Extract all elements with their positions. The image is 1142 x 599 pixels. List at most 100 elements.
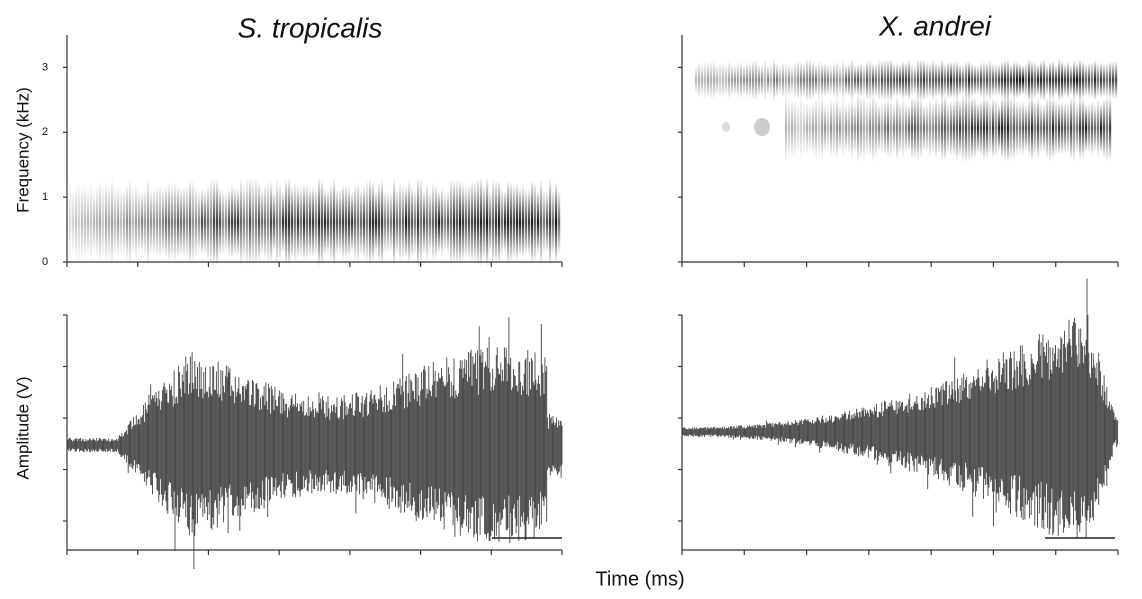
spectral-band <box>219 187 222 257</box>
spectral-band <box>875 63 878 97</box>
spectral-band <box>558 190 561 254</box>
spectral-band <box>1076 103 1079 153</box>
spectral-band <box>851 59 854 101</box>
spectral-band <box>887 98 890 158</box>
spectral-band <box>1040 103 1043 153</box>
spectral-band <box>839 65 842 95</box>
spectral-band <box>884 100 887 156</box>
spectral-band <box>276 178 279 266</box>
spectral-band <box>540 178 543 266</box>
spectral-band <box>75 184 78 260</box>
spectral-band <box>312 185 315 259</box>
panel-title: X. andrei <box>878 10 992 41</box>
spectral-band <box>974 97 977 159</box>
spectral-band <box>893 104 896 152</box>
spectral-band <box>956 61 959 99</box>
spectral-band <box>486 177 489 267</box>
spectral-band <box>917 95 920 161</box>
spectral-band <box>920 59 923 101</box>
spectral-band <box>252 178 255 266</box>
spectral-band <box>135 184 138 260</box>
spectral-band <box>914 97 917 159</box>
spectral-band <box>462 183 465 261</box>
spectral-band <box>935 97 938 159</box>
spectral-band <box>842 59 845 101</box>
spectral-band <box>441 187 444 257</box>
spectral-band <box>150 189 153 255</box>
x-axis-label: Time (ms) <box>595 568 684 590</box>
spectral-band <box>779 65 782 95</box>
spectral-band <box>1001 61 1004 99</box>
spectral-band <box>69 178 72 266</box>
spectral-band <box>246 178 249 266</box>
spectral-band <box>1067 102 1070 154</box>
y-tick-label: 3 <box>42 61 48 73</box>
spectral-band <box>914 65 917 95</box>
spectral-band <box>878 59 881 101</box>
spectral-band <box>1109 61 1112 99</box>
spectral-band <box>938 101 941 155</box>
spectral-band <box>824 103 827 153</box>
spectral-band <box>273 191 276 253</box>
spectral-band <box>1088 102 1091 154</box>
spectral-band <box>929 62 932 98</box>
spectral-band <box>291 185 294 259</box>
spectral-band <box>204 189 207 255</box>
spectral-band <box>854 65 857 95</box>
spectral-band <box>836 96 839 160</box>
spectral-band <box>773 59 776 101</box>
spectral-band <box>171 184 174 260</box>
spectral-band <box>480 177 483 267</box>
spectral-band <box>908 59 911 101</box>
spectral-band <box>315 187 318 257</box>
spectral-band <box>114 186 117 258</box>
spectral-band <box>803 102 806 154</box>
spectral-band <box>887 59 890 101</box>
spectral-band <box>803 62 806 98</box>
spectral-band <box>1067 61 1070 99</box>
spectral-band <box>881 102 884 154</box>
spectral-band <box>833 63 836 97</box>
spectral-band <box>432 182 435 262</box>
spectral-band <box>444 191 447 253</box>
spectral-band <box>947 61 950 99</box>
spectral-band <box>303 183 306 261</box>
spectral-band <box>857 64 860 96</box>
spectral-band <box>423 190 426 254</box>
spectral-band <box>138 189 141 255</box>
spectral-band <box>1043 58 1046 102</box>
spectral-band <box>1106 62 1109 98</box>
spectral-band <box>387 190 390 254</box>
spectral-band <box>522 185 525 259</box>
spectral-band <box>546 191 549 253</box>
spectral-band <box>501 188 504 256</box>
spectral-band <box>1097 98 1100 158</box>
spectral-band <box>105 181 108 263</box>
spectral-band <box>90 181 93 263</box>
spectral-band <box>833 98 836 158</box>
spectral-band <box>830 65 833 95</box>
spectral-band <box>1082 98 1085 158</box>
y-axis-label: Amplitude (V) <box>13 377 32 480</box>
spectral-band <box>408 180 411 264</box>
spectral-band <box>728 61 731 99</box>
spectral-band <box>701 64 704 96</box>
spectral-band <box>920 96 923 160</box>
spectral-band <box>983 61 986 99</box>
spectral-band <box>869 59 872 101</box>
spectral-band <box>1043 104 1046 152</box>
spectral-band <box>216 178 219 266</box>
spectral-band <box>986 62 989 98</box>
spectral-band <box>866 100 869 156</box>
spectral-band <box>992 63 995 97</box>
spectral-band <box>141 191 144 253</box>
spectral-band <box>1013 60 1016 100</box>
spectral-band <box>1037 64 1040 96</box>
spectral-band <box>147 178 150 266</box>
spectral-band <box>156 185 159 259</box>
spectral-band <box>492 178 495 266</box>
spectral-band <box>126 183 129 261</box>
spectral-band <box>806 102 809 154</box>
spectral-band <box>764 58 767 102</box>
spectral-band <box>249 178 252 266</box>
